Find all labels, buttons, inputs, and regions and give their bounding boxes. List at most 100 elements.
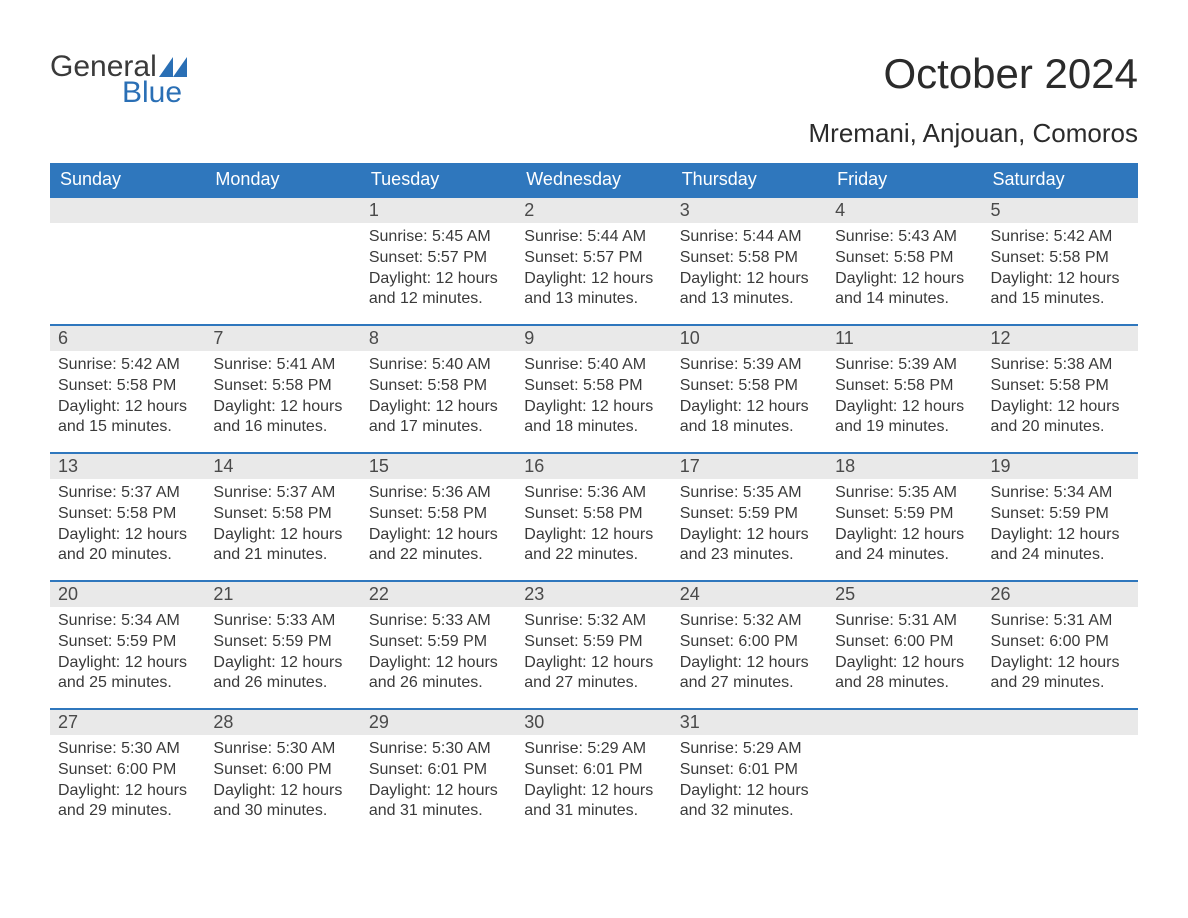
day-number: 13: [50, 454, 205, 479]
calendar-week-row: 1Sunrise: 5:45 AMSunset: 5:57 PMDaylight…: [50, 197, 1138, 325]
calendar-day-cell: 30Sunrise: 5:29 AMSunset: 6:01 PMDayligh…: [516, 709, 671, 837]
day-sunrise: Sunrise: 5:29 AM: [524, 739, 663, 760]
day-sunset: Sunset: 5:58 PM: [213, 504, 352, 525]
day-number: 14: [205, 454, 360, 479]
day-d2: and 31 minutes.: [369, 801, 508, 822]
day-details: Sunrise: 5:36 AMSunset: 5:58 PMDaylight:…: [361, 479, 516, 572]
day-d1: Daylight: 12 hours: [835, 397, 974, 418]
weekday-header: Tuesday: [361, 163, 516, 197]
weekday-header: Sunday: [50, 163, 205, 197]
day-details: Sunrise: 5:33 AMSunset: 5:59 PMDaylight:…: [361, 607, 516, 700]
day-sunrise: Sunrise: 5:34 AM: [991, 483, 1130, 504]
day-number: 20: [50, 582, 205, 607]
calendar-day-cell: 29Sunrise: 5:30 AMSunset: 6:01 PMDayligh…: [361, 709, 516, 837]
day-sunset: Sunset: 6:00 PM: [213, 760, 352, 781]
logo: General Blue: [50, 50, 187, 110]
day-details: Sunrise: 5:30 AMSunset: 6:00 PMDaylight:…: [205, 735, 360, 828]
day-sunrise: Sunrise: 5:33 AM: [369, 611, 508, 632]
day-d1: Daylight: 12 hours: [369, 525, 508, 546]
day-sunset: Sunset: 5:58 PM: [680, 376, 819, 397]
day-details: Sunrise: 5:44 AMSunset: 5:57 PMDaylight:…: [516, 223, 671, 316]
day-sunset: Sunset: 6:00 PM: [835, 632, 974, 653]
day-d1: Daylight: 12 hours: [991, 269, 1130, 290]
header-row: General Blue October 2024: [50, 50, 1138, 110]
day-details: Sunrise: 5:30 AMSunset: 6:01 PMDaylight:…: [361, 735, 516, 828]
calendar-day-cell: 23Sunrise: 5:32 AMSunset: 5:59 PMDayligh…: [516, 581, 671, 709]
day-d2: and 16 minutes.: [213, 417, 352, 438]
day-sunrise: Sunrise: 5:42 AM: [991, 227, 1130, 248]
day-d1: Daylight: 12 hours: [369, 269, 508, 290]
calendar-day-cell: [983, 709, 1138, 837]
day-d2: and 32 minutes.: [680, 801, 819, 822]
day-d2: and 13 minutes.: [524, 289, 663, 310]
day-number: 28: [205, 710, 360, 735]
day-sunset: Sunset: 5:59 PM: [213, 632, 352, 653]
calendar-page: General Blue October 2024 Mremani, Anjou…: [0, 0, 1188, 877]
day-number: 10: [672, 326, 827, 351]
calendar-day-cell: 2Sunrise: 5:44 AMSunset: 5:57 PMDaylight…: [516, 197, 671, 325]
day-number: 6: [50, 326, 205, 351]
day-sunset: Sunset: 5:59 PM: [369, 632, 508, 653]
day-sunset: Sunset: 5:58 PM: [369, 504, 508, 525]
day-details: Sunrise: 5:43 AMSunset: 5:58 PMDaylight:…: [827, 223, 982, 316]
day-details: Sunrise: 5:34 AMSunset: 5:59 PMDaylight:…: [50, 607, 205, 700]
day-details: Sunrise: 5:29 AMSunset: 6:01 PMDaylight:…: [672, 735, 827, 828]
day-sunrise: Sunrise: 5:43 AM: [835, 227, 974, 248]
day-sunrise: Sunrise: 5:29 AM: [680, 739, 819, 760]
calendar-day-cell: 18Sunrise: 5:35 AMSunset: 5:59 PMDayligh…: [827, 453, 982, 581]
weekday-header: Wednesday: [516, 163, 671, 197]
day-d2: and 17 minutes.: [369, 417, 508, 438]
calendar-day-cell: [827, 709, 982, 837]
day-details: Sunrise: 5:41 AMSunset: 5:58 PMDaylight:…: [205, 351, 360, 444]
day-number: 31: [672, 710, 827, 735]
day-number: 1: [361, 198, 516, 223]
logo-flag-icon: [159, 57, 187, 77]
day-sunset: Sunset: 5:58 PM: [213, 376, 352, 397]
calendar-day-cell: 11Sunrise: 5:39 AMSunset: 5:58 PMDayligh…: [827, 325, 982, 453]
calendar-day-cell: 9Sunrise: 5:40 AMSunset: 5:58 PMDaylight…: [516, 325, 671, 453]
day-d2: and 29 minutes.: [58, 801, 197, 822]
calendar-week-row: 20Sunrise: 5:34 AMSunset: 5:59 PMDayligh…: [50, 581, 1138, 709]
day-sunset: Sunset: 5:59 PM: [680, 504, 819, 525]
day-d2: and 25 minutes.: [58, 673, 197, 694]
day-number: 22: [361, 582, 516, 607]
day-d2: and 18 minutes.: [680, 417, 819, 438]
calendar-day-cell: 4Sunrise: 5:43 AMSunset: 5:58 PMDaylight…: [827, 197, 982, 325]
calendar-day-cell: 10Sunrise: 5:39 AMSunset: 5:58 PMDayligh…: [672, 325, 827, 453]
day-sunrise: Sunrise: 5:37 AM: [213, 483, 352, 504]
day-d2: and 26 minutes.: [369, 673, 508, 694]
day-d2: and 20 minutes.: [58, 545, 197, 566]
day-number: 18: [827, 454, 982, 479]
day-details: Sunrise: 5:31 AMSunset: 6:00 PMDaylight:…: [983, 607, 1138, 700]
day-sunset: Sunset: 6:01 PM: [369, 760, 508, 781]
day-d1: Daylight: 12 hours: [213, 397, 352, 418]
day-number: 2: [516, 198, 671, 223]
day-number-empty: [50, 198, 205, 223]
day-sunrise: Sunrise: 5:39 AM: [835, 355, 974, 376]
day-number: 7: [205, 326, 360, 351]
calendar-day-cell: 16Sunrise: 5:36 AMSunset: 5:58 PMDayligh…: [516, 453, 671, 581]
day-d2: and 31 minutes.: [524, 801, 663, 822]
day-number: 25: [827, 582, 982, 607]
day-d1: Daylight: 12 hours: [835, 269, 974, 290]
day-d1: Daylight: 12 hours: [369, 653, 508, 674]
day-d1: Daylight: 12 hours: [213, 781, 352, 802]
day-d2: and 22 minutes.: [369, 545, 508, 566]
day-number: 29: [361, 710, 516, 735]
day-sunset: Sunset: 5:58 PM: [524, 504, 663, 525]
day-d2: and 14 minutes.: [835, 289, 974, 310]
day-sunset: Sunset: 5:58 PM: [369, 376, 508, 397]
day-d1: Daylight: 12 hours: [835, 525, 974, 546]
day-details: Sunrise: 5:32 AMSunset: 5:59 PMDaylight:…: [516, 607, 671, 700]
day-sunset: Sunset: 6:01 PM: [680, 760, 819, 781]
day-details: Sunrise: 5:37 AMSunset: 5:58 PMDaylight:…: [50, 479, 205, 572]
calendar-day-cell: 25Sunrise: 5:31 AMSunset: 6:00 PMDayligh…: [827, 581, 982, 709]
day-sunset: Sunset: 6:01 PM: [524, 760, 663, 781]
day-details: Sunrise: 5:29 AMSunset: 6:01 PMDaylight:…: [516, 735, 671, 828]
day-number: 8: [361, 326, 516, 351]
weekday-header: Thursday: [672, 163, 827, 197]
calendar-day-cell: 19Sunrise: 5:34 AMSunset: 5:59 PMDayligh…: [983, 453, 1138, 581]
day-details: Sunrise: 5:37 AMSunset: 5:58 PMDaylight:…: [205, 479, 360, 572]
day-sunrise: Sunrise: 5:31 AM: [835, 611, 974, 632]
day-d1: Daylight: 12 hours: [524, 653, 663, 674]
